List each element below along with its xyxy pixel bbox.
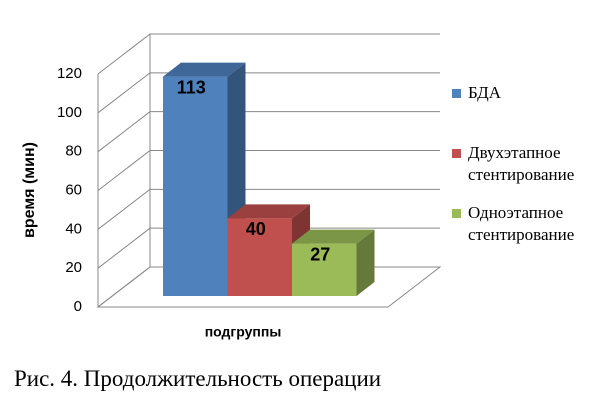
- legend-item: Двухэтапное стентирование: [452, 142, 602, 202]
- legend-item: БДА: [452, 82, 602, 142]
- legend-swatch: [452, 209, 461, 218]
- y-axis-label: время (мин): [21, 142, 38, 238]
- grid-line: [97, 33, 440, 75]
- bar-top: [163, 62, 246, 77]
- bar-top: [227, 204, 310, 219]
- legend-swatch: [452, 149, 461, 158]
- grid-line: [97, 72, 440, 114]
- y-tick-label: 20: [65, 259, 82, 276]
- legend-text: Одноэтапное стентирование: [468, 203, 575, 244]
- value-label: 113: [177, 77, 206, 97]
- bar: [292, 243, 357, 296]
- value-label: 27: [310, 244, 330, 264]
- y-tick-label: 80: [65, 143, 82, 160]
- bar-top: [292, 229, 375, 244]
- grid-line: [97, 188, 440, 230]
- legend-text: Двухэтапное стентирование: [468, 143, 575, 184]
- chart: время (мин) подгруппы 0 20 40 60 80 100 120 113…: [21, 33, 442, 340]
- grid-line: [97, 150, 440, 191]
- grid-line: [97, 111, 440, 153]
- y-tick-label: 120: [57, 65, 82, 82]
- value-label: 40: [246, 219, 266, 239]
- y-tick-label: 0: [74, 298, 82, 315]
- legend-item: Одноэтапное стентирование: [452, 202, 602, 262]
- x-axis-label: подгруппы: [205, 324, 282, 340]
- bar: [227, 218, 292, 296]
- bar: [163, 76, 228, 296]
- grid-line: [97, 227, 440, 269]
- bar-side: [356, 229, 375, 296]
- legend: БДА Двухэтапное стентирование Одноэтапное …: [452, 82, 602, 262]
- caption: Рис. 4. Продолжительность операции: [14, 366, 382, 391]
- y-tick-label: 100: [57, 104, 82, 121]
- legend-text: БДА: [468, 83, 501, 102]
- legend-swatch: [452, 89, 461, 98]
- y-tick-label: 40: [65, 220, 82, 237]
- y-tick-label: 60: [65, 181, 82, 198]
